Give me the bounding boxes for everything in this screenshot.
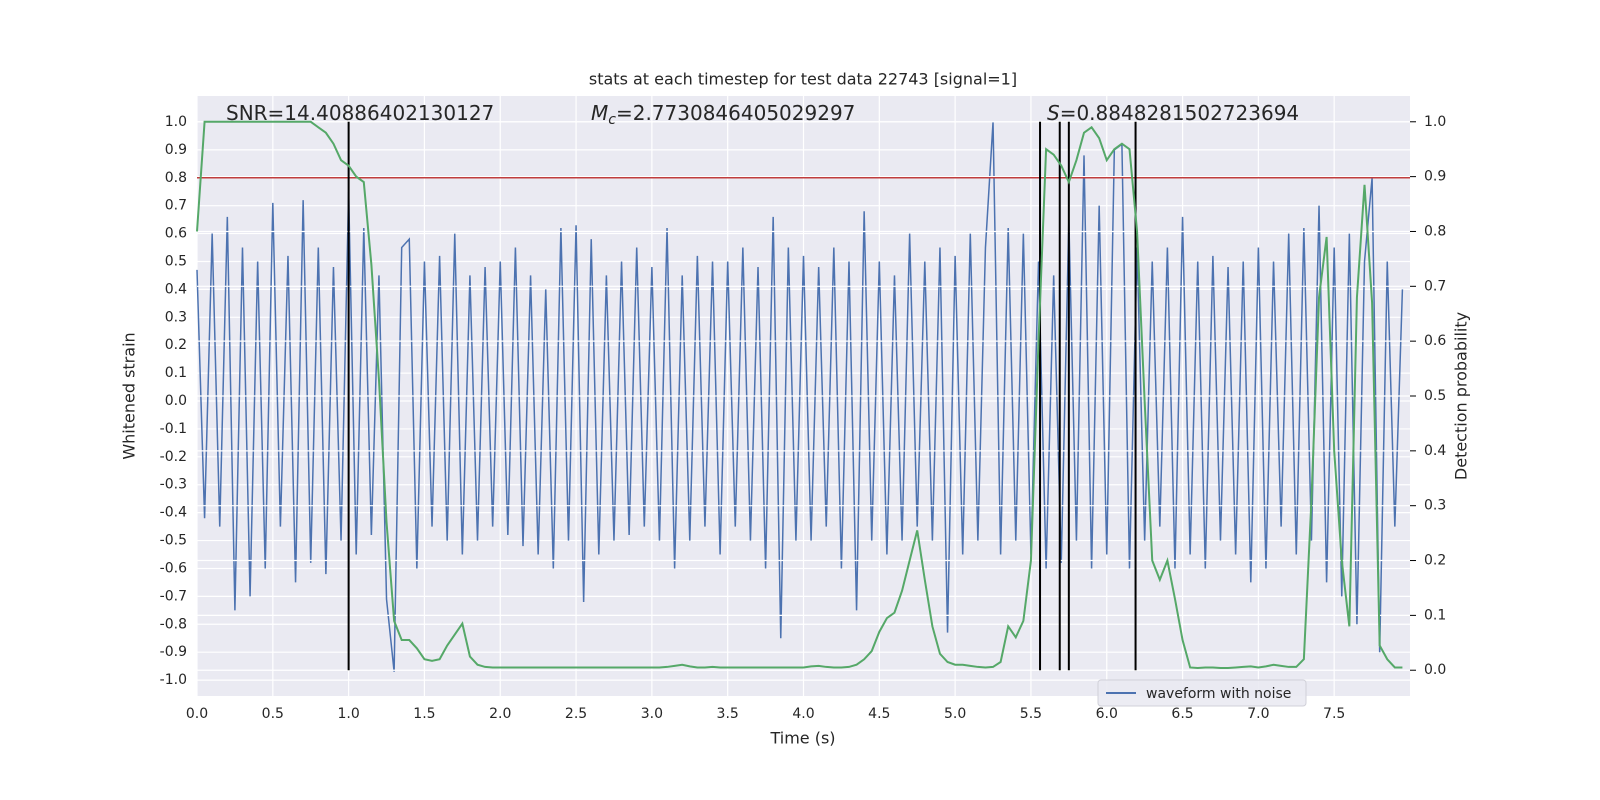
x-tick-label: 5.0 — [944, 706, 966, 722]
y-tick-label: 0.1 — [165, 365, 187, 381]
chart-title: stats at each timestep for test data 227… — [589, 70, 1017, 89]
y2-tick-label: 1.0 — [1424, 114, 1446, 130]
y-tick-label: -0.2 — [160, 449, 187, 465]
y-tick-label: -0.3 — [160, 477, 187, 493]
y2-tick-label: 0.5 — [1424, 388, 1446, 404]
y2-tick-label: 0.6 — [1424, 333, 1446, 349]
x-tick-label: 7.0 — [1247, 706, 1269, 722]
y-tick-label: -0.8 — [160, 616, 187, 632]
x-tick-label: 2.5 — [565, 706, 587, 722]
x-tick-label: 4.0 — [792, 706, 814, 722]
annotation: SNR=14.40886402130127 — [226, 101, 494, 125]
y-tick-label: 0.2 — [165, 337, 187, 353]
x-tick-label: 0.0 — [186, 706, 208, 722]
annotation-text: SNR=14.40886402130127 — [226, 101, 494, 125]
y-tick-label: 0.3 — [165, 309, 187, 325]
y2-axis-label: Detection probability — [1452, 312, 1471, 480]
y-tick-label: 0.8 — [165, 170, 187, 186]
y-tick-label: 0.9 — [165, 142, 187, 158]
annotation: Mc=2.7730846405029297 — [591, 101, 855, 129]
y-tick-label: 0.5 — [165, 253, 187, 269]
y2-tick-label: 0.3 — [1424, 498, 1446, 514]
y-tick-label: 0.7 — [165, 198, 187, 214]
y-tick-label: -0.4 — [160, 505, 187, 521]
annotation-symbol: M — [591, 101, 608, 125]
y-tick-label: 1.0 — [165, 114, 187, 130]
waveform-line — [196, 121, 1404, 672]
annotation: S=0.8848281502723694 — [1047, 101, 1299, 125]
x-tick-label: 1.0 — [337, 706, 359, 722]
y2-tick-label: 0.9 — [1424, 169, 1446, 185]
y2-tick-label: 0.0 — [1424, 662, 1446, 678]
annotation-subscript: c — [608, 112, 616, 128]
probability-line — [196, 120, 1403, 670]
y2-tick-label: 0.4 — [1424, 443, 1446, 459]
x-tick-label: 6.5 — [1171, 706, 1193, 722]
y2-tick-label: 0.8 — [1424, 223, 1446, 239]
y2-tick-label: 0.7 — [1424, 278, 1446, 294]
y-tick-label: 0.4 — [165, 281, 187, 297]
x-tick-label: 7.5 — [1323, 706, 1345, 722]
x-tick-label: 1.5 — [413, 706, 435, 722]
x-axis-label: Time (s) — [769, 729, 835, 748]
y-tick-label: -0.5 — [160, 533, 187, 549]
y-axis-label: Whitened strain — [120, 332, 139, 459]
y2-tick-label: 0.1 — [1424, 607, 1446, 623]
y2-tick-label: 0.2 — [1424, 553, 1446, 569]
x-tick-label: 6.0 — [1096, 706, 1118, 722]
y-tick-label: -1.0 — [160, 672, 187, 688]
x-tick-label: 3.0 — [641, 706, 663, 722]
legend-box — [1097, 679, 1307, 707]
y-tick-label: 0.6 — [165, 226, 187, 242]
annotation-text: =0.8848281502723694 — [1060, 101, 1299, 125]
y-tick-label: -0.9 — [160, 644, 187, 660]
annotation-text: =2.7730846405029297 — [616, 101, 855, 125]
x-tick-label: 5.5 — [1020, 706, 1042, 722]
x-tick-label: 0.5 — [262, 706, 284, 722]
y-tick-label: -0.1 — [160, 421, 187, 437]
legend-label: waveform with noise — [1146, 686, 1291, 702]
x-tick-label: 2.0 — [489, 706, 511, 722]
x-tick-label: 4.5 — [868, 706, 890, 722]
x-tick-label: 3.5 — [717, 706, 739, 722]
y-tick-label: -0.7 — [160, 588, 187, 604]
y-tick-label: 0.0 — [165, 393, 187, 409]
annotation-symbol: S — [1047, 101, 1060, 125]
y-tick-label: -0.6 — [160, 560, 187, 576]
